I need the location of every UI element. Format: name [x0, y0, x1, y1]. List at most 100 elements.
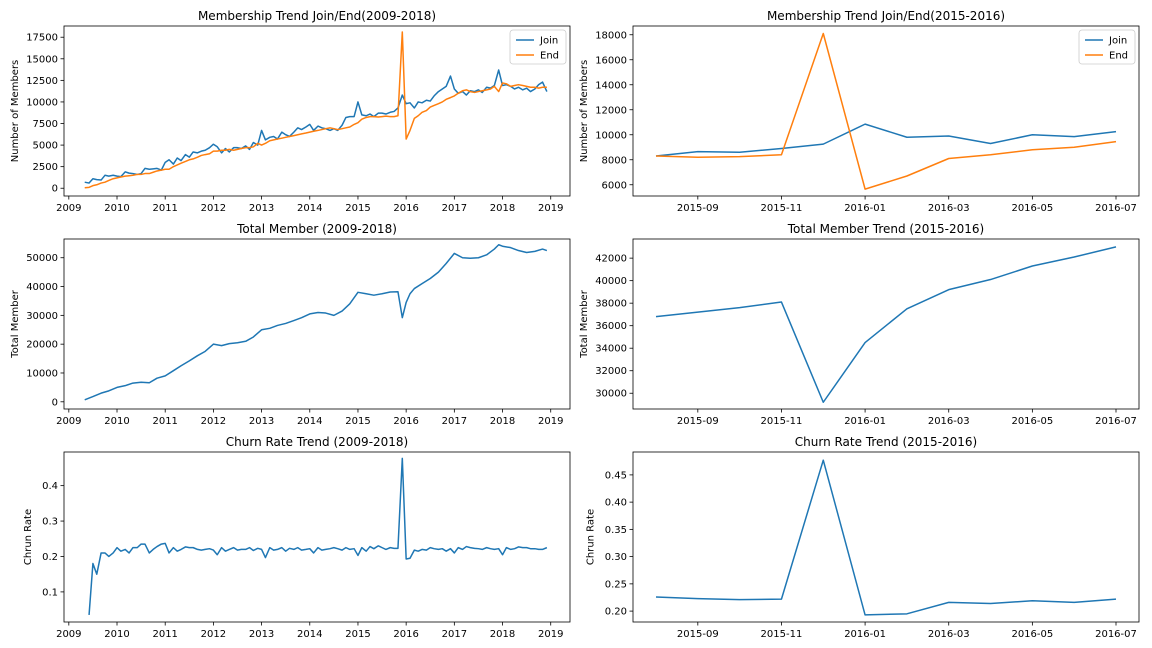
- axes-frame: [63, 25, 571, 197]
- series-line-value: [655, 459, 1117, 616]
- y-tick-label: 10000: [26, 368, 58, 379]
- y-tick-label: 34000: [595, 344, 627, 355]
- legend-label-end: End: [540, 51, 559, 62]
- series-line-join: [84, 69, 548, 184]
- y-tick-label: 50000: [26, 253, 58, 264]
- x-tick-label: 2016-07: [1095, 416, 1137, 427]
- x-tick-label: 2015: [345, 416, 370, 427]
- x-tick-label: 2015-09: [677, 629, 719, 640]
- x-tick-label: 2016-01: [844, 629, 886, 640]
- y-tick-label: 7500: [33, 119, 58, 130]
- x-tick-label: 2015-09: [677, 416, 719, 427]
- legend: Join End: [1078, 29, 1136, 65]
- x-tick-label: 2010: [104, 629, 129, 640]
- y-axis-label: Total Member: [10, 289, 21, 359]
- chart-panel-4: Total Member Trend (2015-2016) 2015-09 201…: [579, 222, 1140, 427]
- x-tick-label: 2017: [442, 416, 467, 427]
- y-axis-label: Chrun Rate: [23, 509, 34, 565]
- x-tick-label: 2017: [442, 629, 467, 640]
- legend-label-join: Join: [1108, 36, 1127, 47]
- chart-title: Churn Rate Trend (2015-2016): [795, 435, 978, 449]
- chart-title: Total Member Trend (2015-2016): [787, 222, 984, 236]
- x-tick-label: 2015-11: [761, 416, 803, 427]
- axes-frame: [632, 25, 1140, 197]
- series-line-end: [84, 31, 547, 189]
- x-tick-label: 2009: [56, 629, 81, 640]
- series-line-value: [84, 244, 548, 401]
- x-tick-label: 2016-07: [1095, 629, 1137, 640]
- y-tick-label: 0.3: [42, 517, 58, 528]
- y-axis-label: Number of Members: [579, 60, 590, 163]
- x-tick-label: 2011: [152, 203, 177, 214]
- x-tick-label: 2016-01: [844, 203, 886, 214]
- y-tick-label: 0.35: [605, 525, 627, 536]
- x-tick-label: 2016-01: [844, 416, 886, 427]
- chart-title: Total Member (2009-2018): [236, 222, 397, 236]
- x-tick-label: 2015-09: [677, 203, 719, 214]
- x-tick-label: 2016-05: [1011, 203, 1053, 214]
- y-tick-label: 15000: [26, 54, 58, 65]
- axes-frame: [632, 451, 1140, 623]
- y-tick-label: 12500: [26, 76, 58, 87]
- x-tick-label: 2013: [249, 416, 274, 427]
- x-tick-label: 2012: [201, 629, 226, 640]
- x-tick-label: 2016-05: [1011, 416, 1053, 427]
- y-tick-label: 0.4: [42, 481, 58, 492]
- y-tick-label: 30000: [595, 389, 627, 400]
- x-tick-label: 2016-05: [1011, 629, 1053, 640]
- y-tick-label: 0.25: [605, 579, 627, 590]
- x-tick-label: 2011: [152, 416, 177, 427]
- legend-label-end: End: [1109, 51, 1128, 62]
- y-tick-label: 0: [52, 184, 58, 195]
- x-tick-label: 2014: [297, 416, 322, 427]
- x-tick-label: 2009: [56, 203, 81, 214]
- y-tick-label: 5000: [33, 141, 58, 152]
- y-tick-label: 14000: [595, 80, 627, 91]
- y-axis-label: Number of Members: [10, 60, 21, 163]
- y-tick-label: 18000: [595, 30, 627, 41]
- x-tick-label: 2010: [104, 203, 129, 214]
- x-tick-label: 2019: [538, 203, 563, 214]
- chart-panel-3: Total Member (2009-2018) 2009 2010 2011 2012…: [10, 222, 571, 427]
- y-tick-label: 40000: [26, 282, 58, 293]
- y-tick-label: 42000: [595, 254, 627, 265]
- chart-title: Membership Trend Join/End(2009-2018): [198, 9, 436, 23]
- legend-label-join: Join: [539, 36, 558, 47]
- series-line-value: [655, 246, 1117, 403]
- x-tick-label: 2015: [345, 629, 370, 640]
- series-line-join: [655, 123, 1117, 157]
- y-tick-label: 0.40: [605, 498, 627, 509]
- x-tick-label: 2012: [201, 203, 226, 214]
- x-tick-label: 2016-03: [928, 416, 970, 427]
- legend: Join End: [509, 29, 567, 65]
- axes-frame: [632, 238, 1140, 410]
- y-tick-label: 10000: [26, 97, 58, 108]
- y-tick-label: 36000: [595, 321, 627, 332]
- y-axis-label: Total Member: [579, 289, 590, 359]
- y-tick-label: 12000: [595, 105, 627, 116]
- y-tick-label: 30000: [26, 311, 58, 322]
- x-tick-label: 2014: [297, 203, 322, 214]
- y-tick-label: 38000: [595, 299, 627, 310]
- x-tick-label: 2013: [249, 629, 274, 640]
- chart-panel-1: Membership Trend Join/End(2009-2018) 2009…: [10, 9, 571, 214]
- y-tick-label: 0.20: [605, 607, 627, 618]
- x-tick-label: 2013: [249, 203, 274, 214]
- x-tick-label: 2012: [201, 416, 226, 427]
- y-tick-label: 0.30: [605, 552, 627, 563]
- y-tick-label: 0.45: [605, 470, 627, 481]
- x-tick-label: 2019: [538, 416, 563, 427]
- x-tick-label: 2016: [393, 629, 418, 640]
- series-line-end: [655, 32, 1117, 190]
- chart-panel-6: Churn Rate Trend (2015-2016) 2015-09 2015-…: [585, 435, 1140, 640]
- x-tick-label: 2015-11: [761, 629, 803, 640]
- x-tick-label: 2016: [393, 416, 418, 427]
- axes-frame: [63, 238, 571, 410]
- x-tick-label: 2016: [393, 203, 418, 214]
- series-line-value: [88, 457, 548, 615]
- x-tick-label: 2010: [104, 416, 129, 427]
- y-tick-label: 10000: [595, 130, 627, 141]
- x-tick-label: 2019: [538, 629, 563, 640]
- y-tick-label: 0.1: [42, 587, 58, 598]
